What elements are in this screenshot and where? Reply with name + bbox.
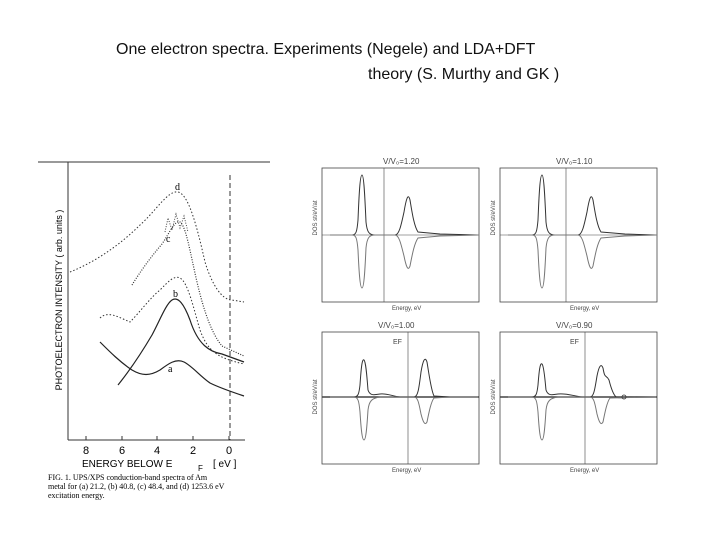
spectrum-curve-d <box>69 191 245 303</box>
dos-panel-4: V/V₀=0.90 EF DOS st/eV/at Energy, eV <box>491 321 658 474</box>
dos-x-axis-label: Energy, eV <box>392 468 421 474</box>
dos-spin-down-curve <box>330 234 479 289</box>
curve-label-a: a <box>168 364 173 375</box>
experiment-x-axis-label: ENERGY BELOW E <box>82 459 173 470</box>
dos-y-axis-label: DOS st/eV/at <box>491 379 497 414</box>
dos-spin-up-curve <box>508 174 657 236</box>
dos-panel-3: V/V₀=1.00 EF DOS st/eV/at Energy, eV <box>313 321 480 474</box>
dos-panel-frame <box>499 331 658 465</box>
curve-label-c: c <box>166 234 171 245</box>
x-tick-label: 6 <box>119 445 125 457</box>
dos-panel-frame <box>321 331 480 465</box>
dos-panel-1: V/V₀=1.20 DOS st/eV/at Energy, eV <box>313 157 480 312</box>
fermi-level-label: EF <box>570 339 579 346</box>
experiment-caption-line-1: FIG. 1. UPS/XPS conduction-band spectra … <box>48 473 208 482</box>
dos-y-axis-label: DOS st/eV/at <box>491 200 497 235</box>
x-tick-label: 8 <box>83 445 89 457</box>
dos-y-axis-label: DOS st/eV/at <box>313 379 319 414</box>
dos-marker <box>621 394 627 400</box>
dos-x-axis-label: Energy, eV <box>570 306 599 312</box>
dos-x-axis-label: Energy, eV <box>392 306 421 312</box>
spectrum-curve-c-noise <box>164 212 189 233</box>
fermi-level-label: EF <box>393 339 402 346</box>
dos-spin-down-curve <box>508 234 657 289</box>
slide-title-line-1: One electron spectra. Experiments (Negel… <box>116 41 536 58</box>
x-tick-label: 4 <box>154 445 160 457</box>
dos-spin-up-curve <box>330 174 479 236</box>
curve-label-b: b <box>173 289 178 300</box>
spectrum-curve-b-dotted <box>99 276 245 365</box>
experiment-caption-line-2: metal for (a) 21.2, (b) 40.8, (c) 48.4, … <box>48 482 225 491</box>
dos-panel-title: V/V₀=1.20 <box>383 157 420 166</box>
slide-title-line-2: theory (S. Murthy and GK ) <box>368 66 560 83</box>
dos-spin-up-curve <box>330 358 478 398</box>
dos-panel-title: V/V₀=0.90 <box>556 321 593 330</box>
spectrum-curve-b <box>117 298 245 386</box>
experiment-caption-line-3: excitation energy. <box>48 491 105 500</box>
dos-y-axis-label: DOS st/eV/at <box>313 200 319 235</box>
x-tick-label: 2 <box>190 445 196 457</box>
experiment-figure: PHOTOELECTRON INTENSITY ( arb. units ) 8… <box>38 161 270 500</box>
dos-spin-up-curve <box>508 363 656 399</box>
experiment-x-axis-unit: [ eV ] <box>213 459 237 470</box>
experiment-x-axis-subscript: F <box>198 464 203 473</box>
dos-spin-down-curve <box>330 396 478 441</box>
spectrum-curve-a <box>99 341 245 397</box>
dos-panel-title: V/V₀=1.10 <box>556 157 593 166</box>
experiment-y-axis-label: PHOTOELECTRON INTENSITY ( arb. units ) <box>54 210 64 391</box>
spectrum-curve-c <box>131 221 245 357</box>
dos-x-axis-label: Energy, eV <box>570 468 599 474</box>
dos-panel-title: V/V₀=1.00 <box>378 321 415 330</box>
dos-spin-down-curve <box>508 396 657 441</box>
curve-label-d: d <box>175 182 180 193</box>
x-tick-label: 0 <box>226 445 232 457</box>
dos-panel-2: V/V₀=1.10 DOS st/eV/at Energy, eV <box>491 157 658 312</box>
